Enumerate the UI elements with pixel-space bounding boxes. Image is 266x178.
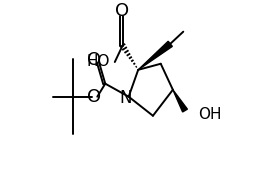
- Text: OH: OH: [198, 106, 222, 122]
- Polygon shape: [173, 90, 188, 112]
- Text: O: O: [87, 88, 101, 106]
- Text: N: N: [119, 89, 132, 107]
- Polygon shape: [138, 41, 172, 70]
- Text: HO: HO: [86, 54, 110, 69]
- Text: O: O: [87, 51, 101, 69]
- Text: O: O: [115, 2, 129, 20]
